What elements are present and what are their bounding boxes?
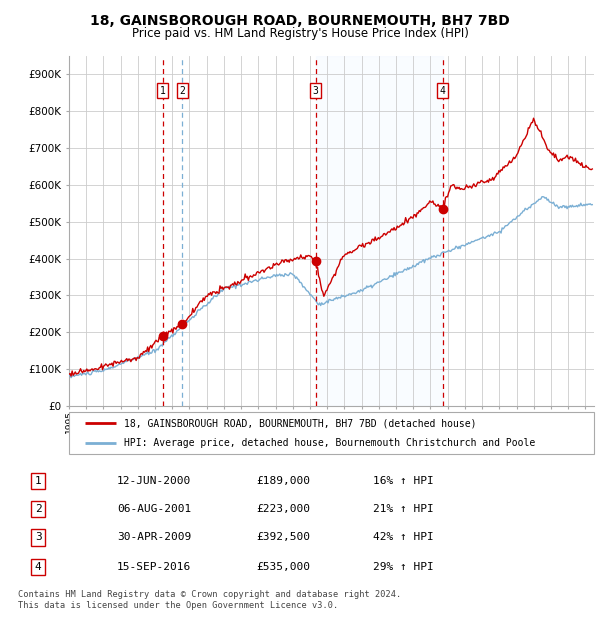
Text: 16% ↑ HPI: 16% ↑ HPI [373,476,434,486]
Text: This data is licensed under the Open Government Licence v3.0.: This data is licensed under the Open Gov… [18,601,338,611]
Text: 06-AUG-2001: 06-AUG-2001 [117,504,191,514]
Text: £189,000: £189,000 [256,476,310,486]
Text: 2: 2 [35,504,41,514]
Text: 18, GAINSBOROUGH ROAD, BOURNEMOUTH, BH7 7BD: 18, GAINSBOROUGH ROAD, BOURNEMOUTH, BH7 … [90,14,510,28]
Text: 29% ↑ HPI: 29% ↑ HPI [373,562,434,572]
Bar [316,56,443,406]
Text: 30-APR-2009: 30-APR-2009 [117,533,191,542]
Text: 18, GAINSBOROUGH ROAD, BOURNEMOUTH, BH7 7BD (detached house): 18, GAINSBOROUGH ROAD, BOURNEMOUTH, BH7 … [124,418,476,428]
Text: 12-JUN-2000: 12-JUN-2000 [117,476,191,486]
Text: 4: 4 [35,562,41,572]
Text: £223,000: £223,000 [256,504,310,514]
Text: Price paid vs. HM Land Registry's House Price Index (HPI): Price paid vs. HM Land Registry's House … [131,27,469,40]
Text: 15-SEP-2016: 15-SEP-2016 [117,562,191,572]
Text: HPI: Average price, detached house, Bournemouth Christchurch and Poole: HPI: Average price, detached house, Bour… [124,438,535,448]
Text: 3: 3 [35,533,41,542]
Text: £392,500: £392,500 [256,533,310,542]
Text: 4: 4 [440,86,446,96]
Text: 3: 3 [313,86,319,96]
Text: 2: 2 [179,86,185,96]
Text: Contains HM Land Registry data © Crown copyright and database right 2024.: Contains HM Land Registry data © Crown c… [18,590,401,600]
Text: £535,000: £535,000 [256,562,310,572]
Text: 1: 1 [160,86,166,96]
Text: 42% ↑ HPI: 42% ↑ HPI [373,533,434,542]
Text: 21% ↑ HPI: 21% ↑ HPI [373,504,434,514]
Text: 1: 1 [35,476,41,486]
